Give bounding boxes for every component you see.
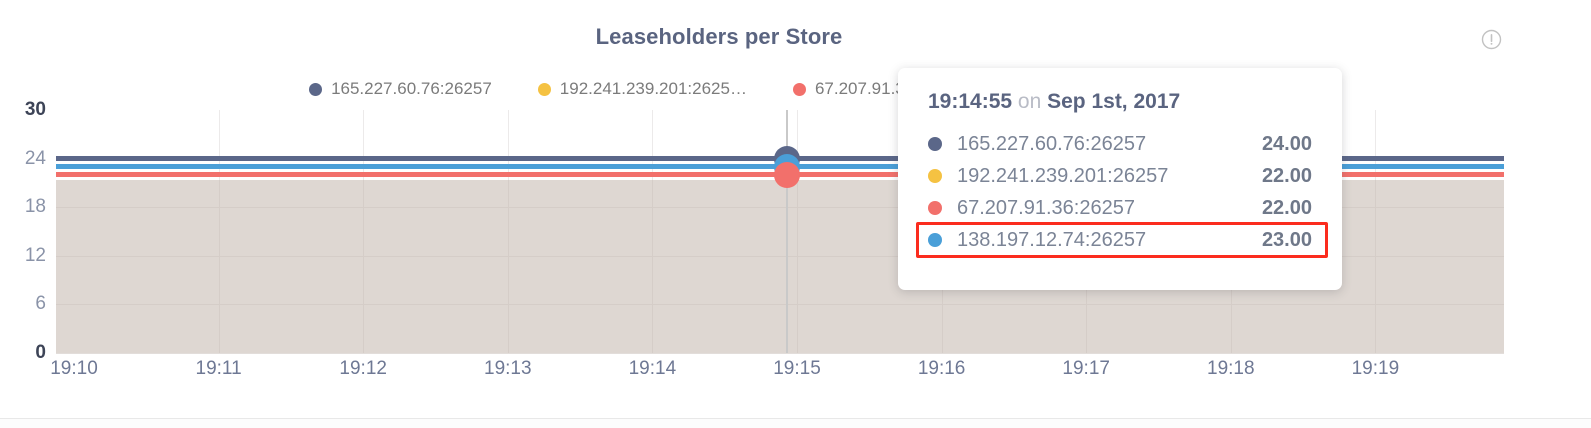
x-axis-tick-label: 19:14 [628,358,677,379]
tooltip-color-dot-icon [928,169,942,183]
y-axis-tick-label: 18 [24,196,46,218]
y-axis-tick-label: 24 [24,147,46,169]
legend-color-dot-icon [537,82,551,96]
tooltip-header: 19:14:55 on Sep 1st, 2017 [928,90,1312,114]
y-axis-tick-label: 0 [35,342,46,363]
tooltip-date: Sep 1st, 2017 [1047,90,1181,113]
tooltip-series-value: 24.00 [1261,132,1312,155]
vertical-gridline [507,180,509,353]
tooltip-row: 138.197.12.74:26257 23.00 [928,224,1312,256]
vertical-gridline [797,180,798,353]
horizontal-gridline [56,255,1504,257]
bottom-strip [0,419,1591,428]
tooltip-series-label: 138.197.12.74:26257 [957,228,1147,251]
tooltip-on-word: on [1017,90,1042,113]
tooltip-series-value: 22.00 [1261,196,1312,219]
x-axis-tick-label: 19:16 [917,358,966,379]
legend-item[interactable]: 165.227.60.76:26257 [309,79,492,99]
tooltip-row: 67.207.91.36:26257 22.00 [928,192,1312,224]
vertical-gridline [652,180,654,353]
x-axis-baseline [56,353,1504,354]
x-axis-tick-label: 19:11 [195,358,242,379]
tooltip-series-value: 22.00 [1261,164,1312,187]
tooltip-color-dot-icon [928,137,942,151]
vertical-gridline [1375,180,1377,353]
x-axis-tick-label: 19:10 [50,358,98,379]
legend-color-dot-icon [309,82,323,96]
horizontal-gridline [56,304,1504,306]
tooltip-series-label: 192.241.239.201:26257 [957,164,1169,187]
bottom-divider [0,418,1591,419]
x-axis-tick-label: 19:13 [484,358,532,379]
page-title: Leaseholders per Store [595,24,843,49]
tooltip-rows: 165.227.60.76:26257 24.00 192.241.239.201:… [916,128,1328,258]
hover-point [773,161,800,188]
tooltip-row: 165.227.60.76:26257 24.00 [928,128,1312,160]
x-axis: 19:10 19:11 19:12 19:13 19:14 19:15 19:16 19:17… [50,358,1504,388]
hover-tooltip: 19:14:55 on Sep 1st, 2017 165.227.60.76:… [898,68,1342,290]
y-axis-tick-label: 6 [35,293,46,315]
tooltip-series-label: 67.207.91.36:26257 [957,196,1135,219]
y-axis-tick-label: 30 [24,99,46,120]
x-axis-tick-label: 19:17 [1062,358,1110,379]
legend-color-dot-icon [792,82,806,96]
crosshair-line [785,110,788,353]
tooltip-row: 192.241.239.201:26257 22.00 [928,160,1312,192]
y-axis-tick-label: 12 [24,244,46,266]
vertical-gridline [218,180,220,353]
x-axis-tick-label: 19:19 [1351,358,1400,379]
x-axis-tick-label: 19:12 [339,358,387,379]
tooltip-series-value: 23.00 [1261,228,1312,251]
x-axis-tick-label: 19:15 [773,358,821,379]
tooltip-color-dot-icon [928,233,942,247]
tooltip-series-label: 165.227.60.76:26257 [957,132,1147,155]
exclamation-circle-icon[interactable] [1481,29,1502,50]
legend-item[interactable]: 192.241.239.201:2625… [537,79,747,99]
vertical-gridline [363,180,365,353]
tooltip-color-dot-icon [928,201,942,215]
y-axis: 0 6 12 18 24 30 [0,99,46,363]
horizontal-gridline [56,207,1504,209]
x-axis-tick-label: 19:18 [1207,358,1255,379]
tooltip-time: 19:14:55 [928,90,1013,113]
legend-item-label: 192.241.239.201:2625… [559,79,747,98]
legend-item-label: 165.227.60.76:26257 [331,79,492,98]
